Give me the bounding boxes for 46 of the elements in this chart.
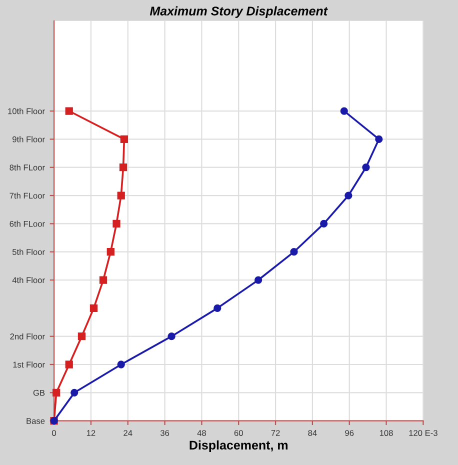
y-tick-label: 1st Floor	[13, 361, 45, 368]
x-tick-label: 24	[124, 430, 132, 436]
x-tick-label: 36	[160, 430, 170, 436]
y-tick-label: 2nd Floor	[10, 333, 45, 340]
point	[254, 276, 262, 284]
point	[214, 304, 222, 312]
x-tick-label: 72	[271, 430, 280, 436]
point	[168, 332, 176, 340]
y-tick-label: GB	[33, 390, 45, 396]
point	[344, 192, 352, 200]
y-tick-label: 4th Floor	[12, 276, 45, 284]
point	[120, 135, 128, 144]
chart-title: Maximum Story Displacement	[150, 6, 328, 18]
y-tick-label: 9th Floor	[12, 136, 45, 142]
x-tick-label: 12	[86, 430, 96, 436]
point	[106, 248, 114, 256]
y-tick-label: 7th FLoor	[10, 192, 45, 199]
y-tick-label: 6th FLoor	[10, 220, 45, 227]
x-tick-label: 48	[197, 430, 206, 436]
y-tick-label: 10th Floor	[8, 108, 45, 114]
point	[65, 107, 73, 115]
x-tick-label: 108	[380, 430, 393, 436]
point	[65, 360, 73, 368]
x-tick-label: 0	[52, 430, 56, 436]
point	[112, 220, 120, 228]
y-tick-label: 5th Floor	[12, 248, 45, 255]
point	[119, 164, 128, 172]
y-tick-label: Base	[26, 418, 45, 424]
x-tick-label: 96	[345, 430, 354, 436]
point	[78, 332, 86, 340]
point	[340, 107, 348, 115]
point	[117, 360, 125, 368]
point	[320, 220, 328, 228]
y-tick-label: 8th FLoor	[10, 164, 45, 170]
point	[375, 135, 383, 144]
point	[70, 388, 78, 396]
x-tick-label: 120 E-3	[409, 430, 438, 436]
point	[90, 304, 98, 312]
x-tick-label: 84	[308, 430, 317, 436]
x-tick-label: 60	[234, 430, 243, 436]
point	[99, 276, 108, 284]
point	[117, 192, 125, 200]
point	[362, 164, 370, 172]
point	[52, 388, 60, 396]
point	[290, 248, 298, 256]
x-axis-title: Displacement, m	[190, 440, 288, 452]
